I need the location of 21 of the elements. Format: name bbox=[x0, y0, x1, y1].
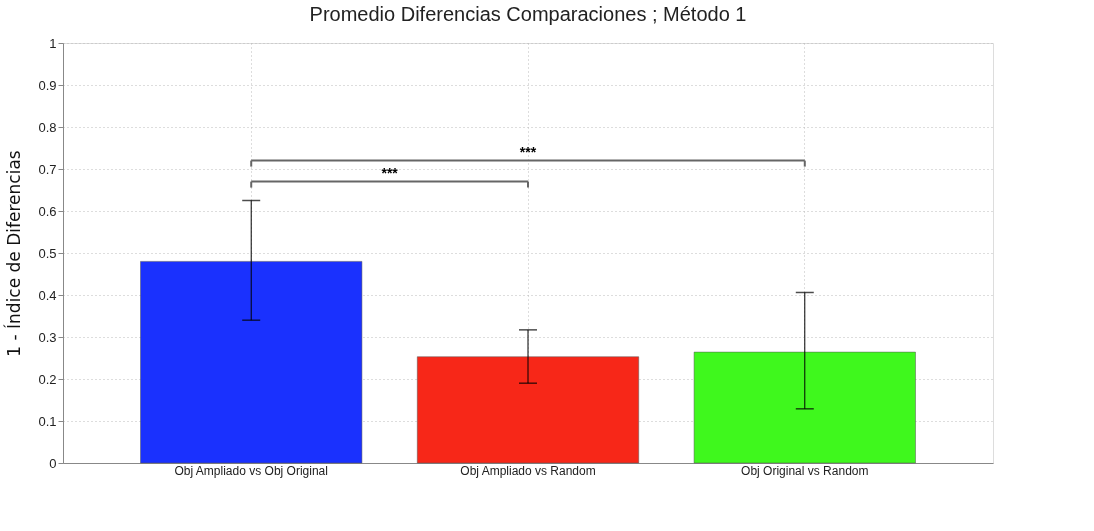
y-tick-label: 0.5 bbox=[38, 245, 57, 261]
x-tick-label: Obj Ampliado vs Random bbox=[460, 463, 596, 478]
y-tick-label: 0.3 bbox=[38, 329, 57, 345]
x-tick-label: Obj Ampliado vs Obj Original bbox=[174, 463, 328, 478]
y-tick-label: 0.9 bbox=[38, 77, 57, 93]
y-tick-label: 0.1 bbox=[38, 413, 57, 429]
x-tick-label: Obj Original vs Random bbox=[741, 463, 869, 478]
y-tick-label: 0.7 bbox=[38, 161, 57, 177]
y-tick-label: 1 bbox=[49, 35, 57, 51]
y-tick-label: 0 bbox=[49, 455, 57, 471]
annotation: *** bbox=[519, 143, 537, 160]
y-tick-label: 0.8 bbox=[38, 119, 57, 135]
y-tick-label: 0.2 bbox=[38, 371, 57, 387]
y-tick-label: 0.4 bbox=[38, 287, 57, 303]
bar bbox=[140, 261, 363, 464]
chart-title: Promedio Diferencias Comparaciones ; Método 1 bbox=[309, 3, 747, 25]
bar bbox=[417, 356, 639, 464]
y-axis-title: 1 - Índice de Diferencias bbox=[3, 150, 25, 357]
bar bbox=[693, 351, 916, 464]
annotation: *** bbox=[381, 164, 399, 181]
y-tick-label: 0.6 bbox=[38, 203, 57, 219]
